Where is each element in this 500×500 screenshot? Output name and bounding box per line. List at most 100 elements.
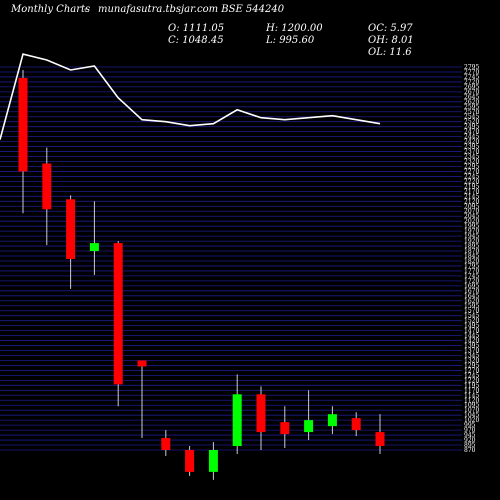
y-tick-label: 2295	[464, 163, 479, 170]
high-value: H: 1200.00	[266, 23, 323, 34]
y-tick-label: 2795	[464, 64, 479, 71]
y-tick-label: 1795	[464, 263, 479, 270]
candle-body	[89, 243, 99, 252]
y-tick-label: 1345	[464, 352, 479, 359]
y-tick-label: 1145	[464, 392, 479, 399]
y-tick-label: 1370	[464, 348, 479, 355]
y-tick-label: 1970	[464, 228, 479, 235]
candle-body	[18, 77, 28, 172]
y-tick-label: 2095	[464, 203, 479, 210]
y-tick-label: 1870	[464, 248, 479, 255]
overlay-line-series	[0, 53, 381, 140]
y-tick-label: 1995	[464, 223, 479, 230]
candle-body	[161, 438, 171, 450]
candle-body	[327, 414, 337, 427]
y-tick-label: 2570	[464, 109, 479, 116]
y-tick-label: 1545	[464, 313, 479, 320]
candle-body	[185, 450, 195, 472]
y-tick-label: 2545	[464, 114, 479, 121]
y-tick-label: 2395	[464, 144, 479, 151]
y-tick-label: 1420	[464, 338, 479, 345]
source-prefix: -	[84, 4, 88, 15]
y-tick-label: 1620	[464, 298, 479, 305]
y-tick-label: 1195	[464, 382, 479, 389]
y-tick-label: 2020	[464, 218, 479, 225]
y-tick-label: 1945	[464, 233, 479, 240]
y-tick-label: 2045	[464, 213, 479, 220]
y-tick-label: 2070	[464, 208, 479, 215]
candle-body	[280, 422, 290, 435]
y-tick-label: 1720	[464, 278, 479, 285]
y-tick-label: 870	[464, 447, 476, 454]
y-tick-label: 1245	[464, 372, 479, 379]
y-tick-label: 1170	[464, 387, 479, 394]
y-tick-label: 2720	[464, 79, 479, 86]
y-tick-label: 2695	[464, 84, 479, 91]
y-tick-label: 1395	[464, 343, 479, 350]
y-tick-label: 1295	[464, 362, 479, 369]
y-tick-label: 1045	[464, 412, 479, 419]
y-tick-label: 1320	[464, 357, 479, 364]
y-tick-label: 1920	[464, 238, 479, 245]
y-tick-label: 2145	[464, 193, 479, 200]
y-tick-label: 1070	[464, 407, 479, 414]
oc-value: OC: 5.97	[368, 23, 413, 34]
candle-body	[375, 432, 385, 447]
y-tick-label: 2620	[464, 99, 479, 106]
y-tick-label: 2120	[464, 198, 479, 205]
y-tick-label: 1770	[464, 268, 479, 275]
y-tick-label: 895	[464, 442, 476, 449]
y-tick-label: 1745	[464, 273, 479, 280]
y-tick-label: 2170	[464, 188, 479, 195]
candle-body	[256, 394, 266, 433]
y-tick-label: 1895	[464, 243, 479, 250]
y-tick-label: 1520	[464, 318, 479, 325]
y-tick-label: 2195	[464, 183, 479, 190]
y-tick-label: 2770	[464, 69, 479, 76]
y-tick-label: 2470	[464, 129, 479, 136]
y-tick-label: 2520	[464, 119, 479, 126]
y-tick-label: 1445	[464, 333, 479, 340]
y-tick-label: 1120	[464, 397, 479, 404]
y-tick-label: 2745	[464, 74, 479, 81]
y-tick-label: 1470	[464, 328, 479, 335]
y-tick-label: 2645	[464, 94, 479, 101]
candle-body	[113, 243, 123, 385]
candle-body	[42, 163, 52, 210]
candle-body	[208, 450, 218, 472]
y-tick-label: 1645	[464, 293, 479, 300]
overlay-line	[0, 53, 381, 140]
candle-body	[232, 394, 242, 447]
y-tick-label: 1845	[464, 253, 479, 260]
open-value: O: 1111.05	[168, 23, 225, 34]
y-tick-label: 2270	[464, 168, 479, 175]
y-tick-label: 945	[464, 432, 476, 439]
y-tick-label: 1270	[464, 367, 479, 374]
candle-body	[351, 418, 361, 431]
y-tick-label: 1495	[464, 323, 479, 330]
y-tick-label: 920	[464, 437, 476, 444]
y-tick-label: 1820	[464, 258, 479, 265]
y-tick-label: 2495	[464, 124, 479, 131]
y-tick-label: 1095	[464, 402, 479, 409]
candle-body	[304, 420, 314, 433]
site-title: Monthly Charts	[11, 4, 91, 15]
y-tick-label: 1570	[464, 308, 479, 315]
y-tick-label: 1020	[464, 417, 479, 424]
oh-value: OH: 8.01	[368, 35, 414, 46]
y-tick-label: 2445	[464, 134, 479, 141]
y-tick-label: 1220	[464, 377, 479, 384]
source-label: munafasutra.tbsjar.com BSE 544240	[98, 4, 285, 15]
close-value: C: 1048.45	[168, 35, 224, 46]
candles	[18, 69, 385, 480]
y-tick-label: 970	[464, 427, 476, 434]
y-tick-label: 1670	[464, 288, 479, 295]
candle-body	[137, 360, 147, 367]
grid-lines	[0, 66, 462, 451]
y-tick-label: 995	[464, 422, 476, 429]
y-axis-tick-labels: 8708959209459709951020104510701095112011…	[464, 64, 479, 454]
y-tick-label: 1695	[464, 283, 479, 290]
y-tick-label: 2595	[464, 104, 479, 111]
y-tick-label: 1595	[464, 303, 479, 310]
